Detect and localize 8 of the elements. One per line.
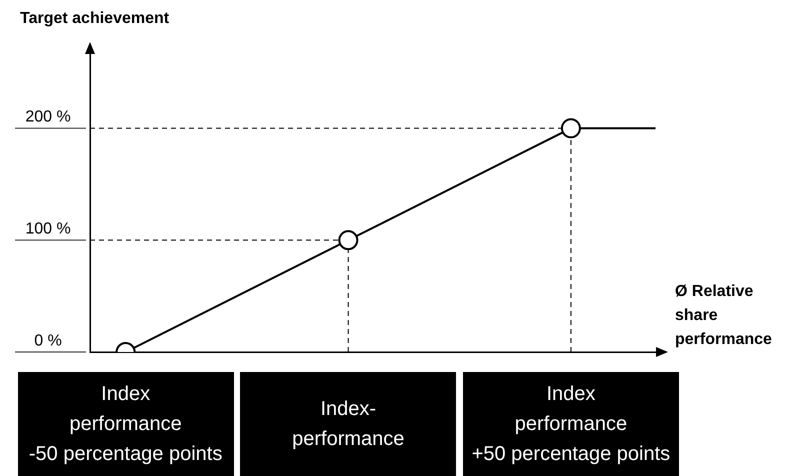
y-axis-title: Target achievement (20, 10, 170, 28)
y-tick-label: 100 % (25, 220, 71, 238)
x-tick-label: Index- performance (240, 372, 456, 476)
y-tick-label: 200 % (25, 108, 71, 126)
x-axis-title: Ø Relative share performance (675, 282, 773, 350)
x-tick-label: Index performance -50 percentage points (18, 372, 234, 476)
x-tick-label: Index performance +50 percentage points (462, 372, 679, 476)
y-tick-label: 0 % (34, 332, 62, 350)
